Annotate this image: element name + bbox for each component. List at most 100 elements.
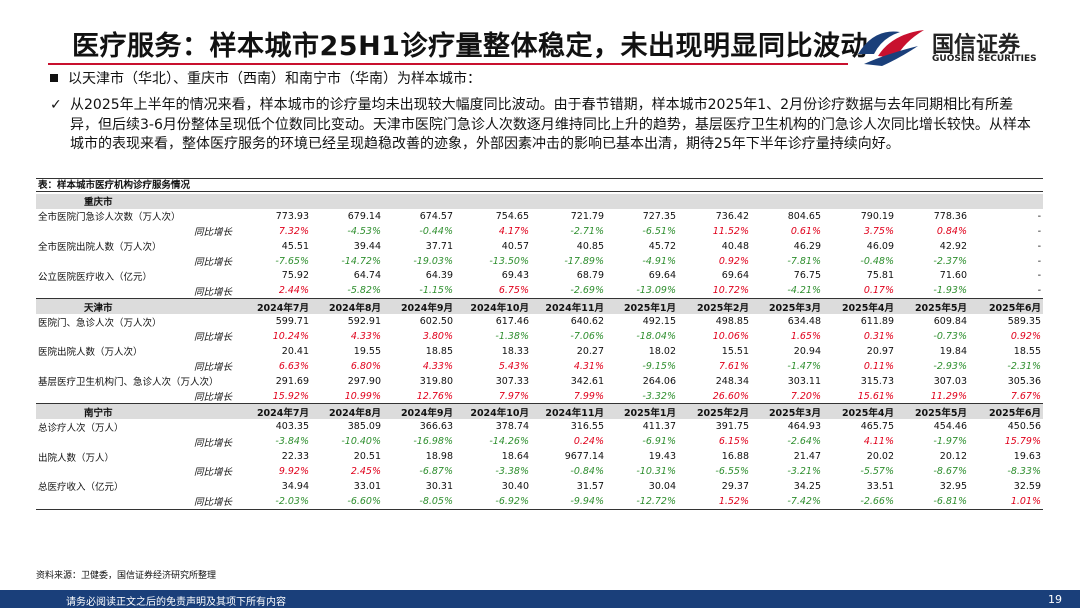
growth-value: -4.21% <box>751 283 823 300</box>
growth-value: 4.33% <box>350 330 381 342</box>
analysis-text: 从2025年上半年的情况来看，样本城市的诊疗量均未出现较大幅度同比波动。由于春节… <box>70 97 1031 152</box>
month-header: 2025年6月 <box>969 403 1043 420</box>
metric-row: 基层医疗卫生机构门、急诊人次（万人次） 291.69 297.90 319.80 307… <box>36 374 1043 389</box>
metric-label: 总医疗收入（亿元） <box>38 482 124 494</box>
growth-value: 5.43% <box>498 360 529 372</box>
growth-value: - <box>1037 255 1041 267</box>
growth-value: 7.99% <box>531 388 606 405</box>
metric-value: 754.65 <box>495 210 529 222</box>
growth-value: 15.79% <box>1004 436 1041 448</box>
metric-value: 19.84 <box>939 345 967 357</box>
growth-value: -10.31% <box>636 465 676 477</box>
metric-value: 727.35 <box>642 210 676 222</box>
metric-value: 602.50 <box>419 316 453 328</box>
growth-value: -12.72% <box>606 493 678 510</box>
city-header-row: 天津市 2024年7月 2024年8月 2024年9月 2024年10月 2024年11月… <box>36 298 1043 315</box>
metric-value: 20.27 <box>576 345 604 357</box>
metric-value: 69.64 <box>721 270 749 282</box>
growth-value: 6.15% <box>718 436 749 448</box>
brand-name-en: GUOSEN SECURITIES <box>932 54 1037 64</box>
metric-value: 39.44 <box>353 240 381 252</box>
growth-value: -0.84% <box>570 465 604 477</box>
analysis-paragraph: ✓ 从2025年上半年的情况来看，样本城市的诊疗量均未出现较大幅度同比波动。由于… <box>50 96 1040 155</box>
month-header: 2024年11月 <box>531 403 606 420</box>
metric-value: 21.47 <box>793 451 821 463</box>
growth-value: -2.37% <box>933 255 967 267</box>
metric-value: 674.57 <box>419 210 453 222</box>
metric-value: 790.19 <box>860 210 894 222</box>
growth-label: 同比增长 <box>194 332 233 344</box>
growth-value: 2.44% <box>241 283 311 300</box>
growth-value: 1.01% <box>969 493 1043 510</box>
city-header-row: 南宁市 2024年7月 2024年8月 2024年9月 2024年10月 2024年11月… <box>36 403 1043 420</box>
metric-value: 18.55 <box>1013 345 1041 357</box>
growth-value: 0.17% <box>823 283 896 300</box>
city-name: 重庆市 <box>36 194 241 209</box>
growth-value: 4.31% <box>573 360 604 372</box>
growth-value: -7.42% <box>751 493 823 510</box>
growth-value: 0.31% <box>863 330 894 342</box>
metric-value: 305.36 <box>1007 375 1041 387</box>
growth-value: 7.97% <box>455 388 531 405</box>
growth-value: -4.53% <box>347 225 381 237</box>
growth-value: -6.91% <box>642 436 676 448</box>
metric-label: 医院门、急诊人次（万人次） <box>38 317 162 329</box>
metric-value: 291.69 <box>275 375 309 387</box>
metric-value: 403.35 <box>275 421 309 433</box>
metric-value: 40.85 <box>576 240 604 252</box>
growth-value: -2.03% <box>241 493 311 510</box>
growth-value: -4.91% <box>642 255 676 267</box>
month-header: 2024年7月 <box>241 298 311 315</box>
metric-value: 75.81 <box>866 270 894 282</box>
growth-row: 同比增长 2.44% -5.82% -1.15% 6.75% -2.69% -13.09% 1… <box>36 283 1043 300</box>
growth-row: 同比增长 -7.65% -14.72% -19.03% -13.50% -17.89% -4… <box>36 254 1043 269</box>
growth-value: -2.69% <box>531 283 606 300</box>
metric-label: 公立医院医疗收入（亿元） <box>38 271 153 283</box>
growth-value: -1.97% <box>933 436 967 448</box>
metric-value: 736.42 <box>715 210 749 222</box>
metric-value: 342.61 <box>570 375 604 387</box>
month-header: 2025年4月 <box>823 298 896 315</box>
metric-value: - <box>1037 210 1041 222</box>
growth-value: -7.81% <box>787 255 821 267</box>
growth-value: 3.75% <box>863 225 894 237</box>
metric-value: 30.04 <box>648 480 676 492</box>
checkmark-icon: ✓ <box>50 97 62 113</box>
sample-city-bullet: 以天津市（华北）、重庆市（西南）和南宁市（华南）为样本城市： <box>50 68 481 88</box>
growth-value: -6.81% <box>896 493 969 510</box>
growth-value: -2.31% <box>1007 360 1041 372</box>
metric-value: 492.15 <box>642 316 676 328</box>
brand-logo: 国信证券 GUOSEN SECURITIES <box>856 22 1046 72</box>
growth-row: 同比增长 10.24% 4.33% 3.80% -1.38% -7.06% -18.04% 1… <box>36 329 1043 344</box>
metric-value: 454.46 <box>933 421 967 433</box>
metric-value: 71.60 <box>939 270 967 282</box>
metric-value: 465.75 <box>860 421 894 433</box>
metric-value: 385.09 <box>347 421 381 433</box>
metric-value: 18.98 <box>425 451 453 463</box>
city-name: 南宁市 <box>36 403 241 420</box>
data-source-note: 资料来源：卫健委，国信证券经济研究所整理 <box>36 571 217 581</box>
growth-value: 0.61% <box>790 225 821 237</box>
growth-value: 7.20% <box>751 388 823 405</box>
metric-value: 450.56 <box>1007 421 1041 433</box>
metric-value: 307.33 <box>495 375 529 387</box>
growth-value: 3.80% <box>422 330 453 342</box>
growth-value: 6.63% <box>278 360 309 372</box>
metric-value: 640.62 <box>570 316 604 328</box>
city-header-row: 重庆市 <box>36 194 1043 209</box>
growth-value: 11.29% <box>896 388 969 405</box>
page-number: 19 <box>1048 593 1062 606</box>
metric-label: 医院出院人数（万人次） <box>38 347 143 359</box>
growth-value: 15.61% <box>823 388 896 405</box>
growth-label: 同比增长 <box>194 362 233 374</box>
metric-value: 315.73 <box>860 375 894 387</box>
metric-value: 599.71 <box>275 316 309 328</box>
growth-value: -3.32% <box>606 388 678 405</box>
month-header <box>241 194 311 209</box>
month-header <box>455 194 531 209</box>
metric-row: 医院出院人数（万人次） 20.41 19.55 18.85 18.33 20.27 18.0… <box>36 344 1043 359</box>
brand-name-cn: 国信证券 <box>932 33 1021 58</box>
metric-value: 69.43 <box>501 270 529 282</box>
metric-row: 总诊疗人次（万人） 403.35 385.09 366.63 378.74 316.55 4… <box>36 419 1043 434</box>
metric-value: 46.29 <box>793 240 821 252</box>
